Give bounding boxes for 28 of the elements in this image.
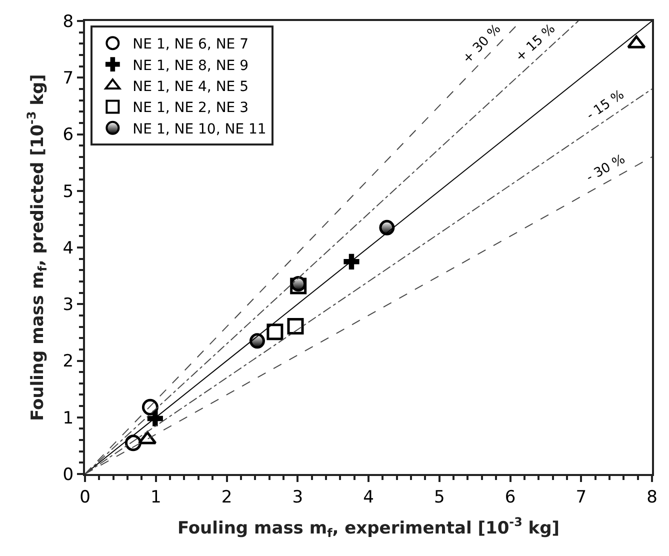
y-tick-label: 7 (62, 68, 74, 89)
y-tick-label: 4 (62, 238, 74, 258)
x-tick-label: 1 (150, 487, 162, 508)
y-tick-label: 1 (62, 408, 74, 428)
x-tick-label: 6 (504, 487, 516, 508)
y-tick-label: 8 (62, 12, 74, 32)
y-tick-label: 6 (62, 125, 74, 146)
x-tick-label: 0 (80, 487, 90, 508)
x-tick-label: 5 (434, 487, 445, 508)
legend-label: NE 1, NE 2, NE 3 (132, 100, 248, 116)
y-tick-label: 0 (62, 464, 74, 485)
legend-label: NE 1, NE 8, NE 9 (132, 58, 248, 74)
text: + 30 % (460, 22, 504, 67)
x-axis-title: Fouling mass m$_{f}$, experimental [10$^{-3}$ kg] (177, 515, 560, 540)
y-tick-label: 3 (62, 295, 74, 316)
text: - 30 % (584, 152, 628, 186)
x-tick-label: 8 (646, 487, 658, 508)
legend-label: NE 1, NE 10, NE 11 (132, 121, 266, 138)
legend-label: NE 1, NE 4, NE 5 (132, 78, 248, 95)
y-tick-label: 5 (62, 182, 74, 202)
legend-label: NE 1, NE 6, NE 7 (132, 36, 248, 53)
x-tick-label: 2 (221, 487, 232, 508)
text: + 15 % (512, 22, 558, 66)
x-tick-label: 4 (363, 487, 374, 508)
x-tick-label: 3 (292, 487, 304, 508)
x-tick-label: 7 (576, 487, 587, 508)
y-tick-label: 2 (62, 352, 74, 372)
text: - 15 % (584, 87, 628, 124)
